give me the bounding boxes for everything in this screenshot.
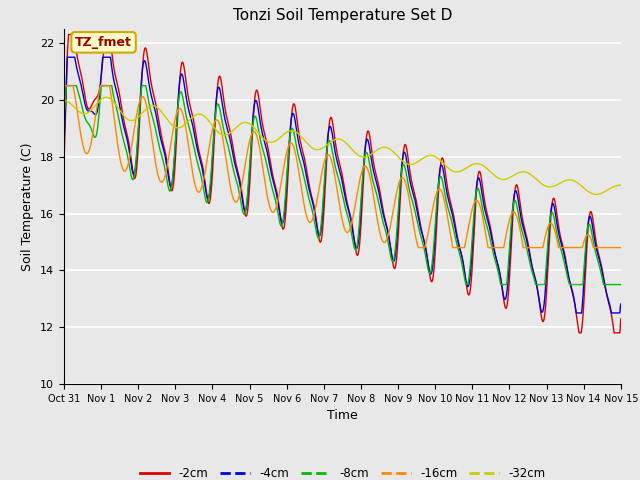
-8cm bbox=[606, 282, 614, 288]
Y-axis label: Soil Temperature (C): Soil Temperature (C) bbox=[22, 142, 35, 271]
-16cm bbox=[415, 245, 422, 251]
-16cm bbox=[546, 221, 554, 227]
Legend: -2cm, -4cm, -8cm, -16cm, -32cm: -2cm, -4cm, -8cm, -16cm, -32cm bbox=[135, 462, 550, 480]
Title: Tonzi Soil Temperature Set D: Tonzi Soil Temperature Set D bbox=[233, 9, 452, 24]
-8cm bbox=[547, 215, 554, 220]
-2cm bbox=[65, 32, 72, 37]
-32cm bbox=[546, 184, 554, 190]
-4cm bbox=[124, 139, 132, 145]
-8cm bbox=[62, 83, 70, 88]
-4cm bbox=[298, 152, 306, 158]
-8cm bbox=[124, 154, 132, 160]
-2cm bbox=[617, 316, 625, 322]
-4cm bbox=[274, 198, 282, 204]
-32cm bbox=[298, 134, 306, 140]
Line: -4cm: -4cm bbox=[64, 57, 621, 313]
-8cm bbox=[157, 149, 164, 155]
-2cm bbox=[546, 226, 554, 231]
-32cm bbox=[606, 186, 614, 192]
-32cm bbox=[157, 108, 164, 114]
-32cm bbox=[60, 98, 68, 104]
-2cm bbox=[157, 130, 164, 135]
Text: TZ_fmet: TZ_fmet bbox=[75, 36, 132, 49]
-32cm bbox=[124, 117, 132, 122]
-32cm bbox=[617, 182, 625, 188]
-2cm bbox=[274, 194, 282, 200]
-4cm bbox=[617, 301, 625, 307]
-4cm bbox=[546, 216, 554, 222]
Line: -16cm: -16cm bbox=[64, 85, 621, 248]
-16cm bbox=[617, 245, 625, 251]
-32cm bbox=[102, 95, 110, 100]
-8cm bbox=[463, 282, 470, 288]
-4cm bbox=[573, 310, 580, 316]
-2cm bbox=[124, 134, 132, 140]
X-axis label: Time: Time bbox=[327, 409, 358, 422]
-16cm bbox=[298, 187, 305, 193]
-32cm bbox=[593, 192, 600, 197]
-8cm bbox=[298, 165, 306, 171]
-8cm bbox=[60, 111, 68, 117]
-32cm bbox=[274, 137, 282, 143]
-16cm bbox=[124, 164, 131, 169]
-2cm bbox=[606, 306, 614, 312]
-4cm bbox=[157, 136, 164, 142]
-8cm bbox=[617, 282, 625, 288]
-2cm bbox=[575, 330, 583, 336]
-4cm bbox=[63, 54, 71, 60]
-4cm bbox=[60, 137, 68, 143]
-16cm bbox=[60, 83, 68, 88]
-16cm bbox=[606, 245, 614, 251]
-16cm bbox=[274, 199, 282, 205]
-16cm bbox=[157, 179, 164, 184]
Line: -2cm: -2cm bbox=[64, 35, 621, 333]
Line: -8cm: -8cm bbox=[64, 85, 621, 285]
-4cm bbox=[606, 304, 614, 310]
-2cm bbox=[298, 145, 306, 151]
-8cm bbox=[274, 209, 282, 215]
Line: -32cm: -32cm bbox=[64, 97, 621, 194]
-2cm bbox=[60, 159, 68, 165]
